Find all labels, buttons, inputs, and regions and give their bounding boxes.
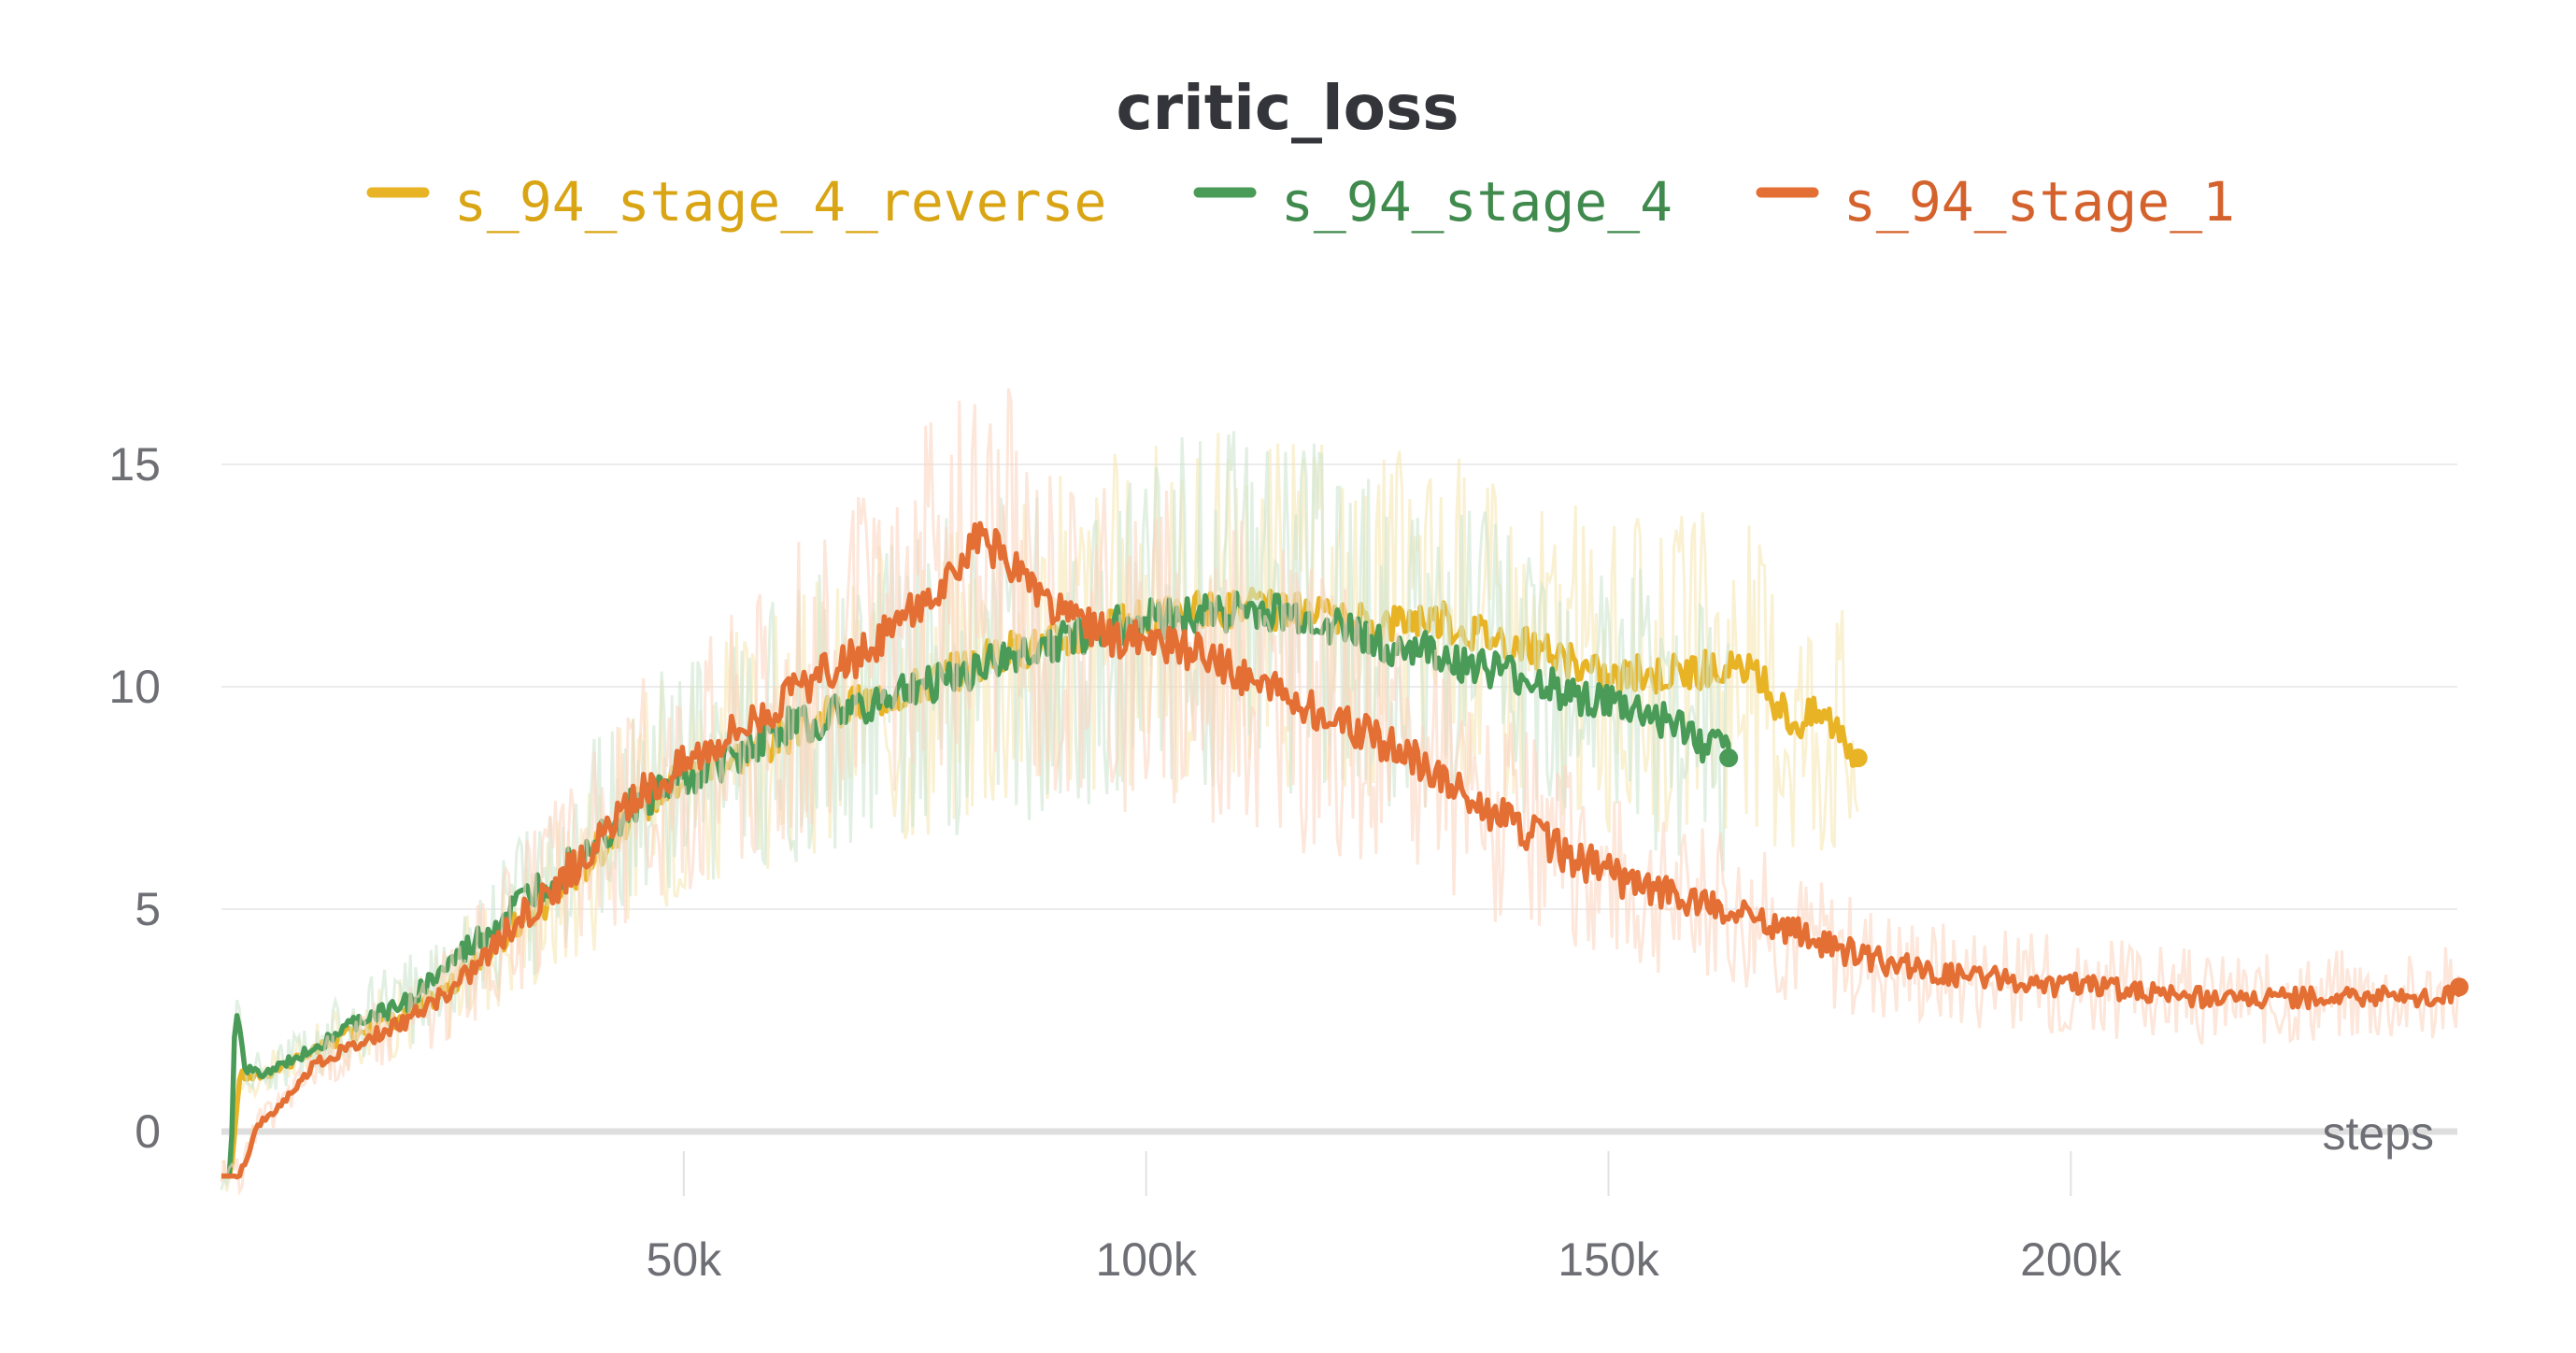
grid-lines bbox=[221, 463, 2457, 1135]
x-axis-ticks: 50k 100k 150k 200k bbox=[647, 1151, 2123, 1286]
x-tick-label: 150k bbox=[1558, 1233, 1659, 1286]
series-lines bbox=[220, 388, 2469, 1196]
chart-title: critic_loss bbox=[1116, 72, 1459, 144]
y-tick-label: 0 bbox=[135, 1105, 161, 1158]
x-axis-label: steps bbox=[2322, 1107, 2434, 1160]
y-axis-ticks: 0 5 10 15 bbox=[108, 438, 161, 1158]
series-end-point-s_94_stage_1 bbox=[2450, 977, 2469, 997]
series-line-s_94_stage_1 bbox=[221, 520, 2462, 1180]
series-line-s_94_stage_4 bbox=[221, 591, 1731, 1179]
y-tick-label: 5 bbox=[135, 883, 161, 935]
y-tick-label: 15 bbox=[108, 438, 161, 491]
legend-label-s_94_stage_4_reverse: s_94_stage_4_reverse bbox=[454, 170, 1106, 234]
x-tick-label: 200k bbox=[2020, 1233, 2122, 1286]
x-tick-label: 100k bbox=[1095, 1233, 1197, 1286]
legend-label-s_94_stage_1: s_94_stage_1 bbox=[1843, 170, 2235, 234]
legend: s_94_stage_4_reverse s_94_stage_4 s_94_sta… bbox=[366, 170, 2235, 234]
series-end-point-s_94_stage_4_reverse bbox=[1848, 748, 1868, 768]
y-tick-label: 10 bbox=[108, 661, 161, 713]
series-raw-line-s_94_stage_4_reverse bbox=[221, 433, 1859, 1192]
legend-label-s_94_stage_4: s_94_stage_4 bbox=[1281, 170, 1672, 234]
series-end-point-s_94_stage_4 bbox=[1719, 748, 1739, 768]
x-tick-label: 50k bbox=[647, 1233, 723, 1286]
series-raw-line-s_94_stage_1 bbox=[220, 388, 2460, 1196]
